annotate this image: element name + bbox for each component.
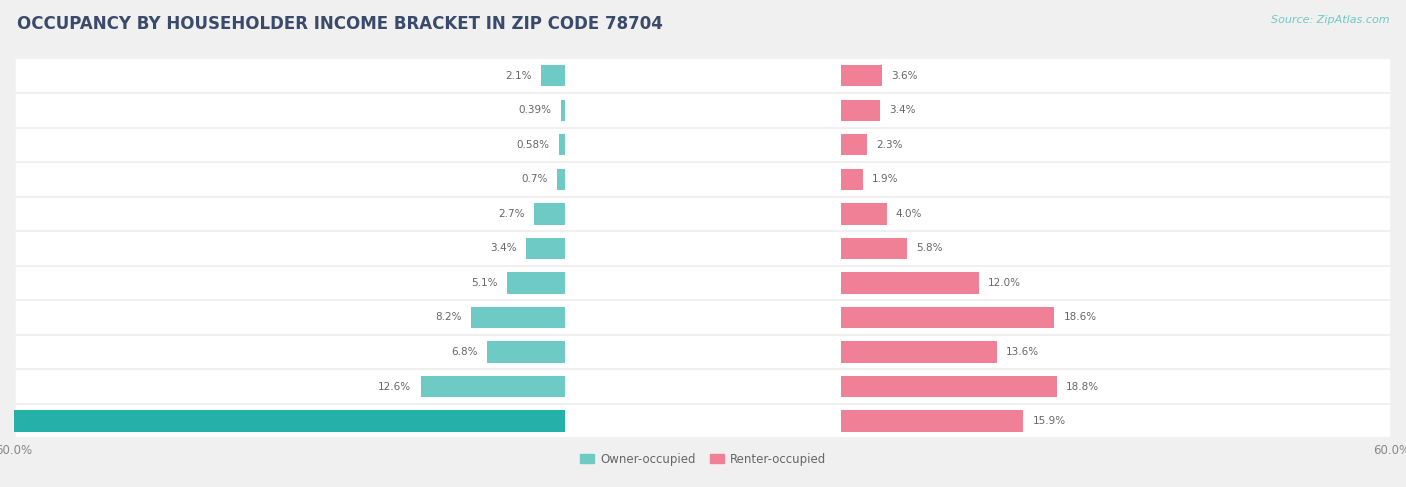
- Bar: [541, 65, 565, 86]
- Bar: [841, 65, 882, 86]
- Text: $15,000 to $19,999: $15,000 to $19,999: [661, 172, 745, 187]
- Text: 0.39%: 0.39%: [519, 105, 551, 115]
- Bar: [506, 272, 565, 294]
- Text: $20,000 to $24,999: $20,000 to $24,999: [661, 207, 745, 221]
- Bar: [558, 134, 565, 155]
- Text: OCCUPANCY BY HOUSEHOLDER INCOME BRACKET IN ZIP CODE 78704: OCCUPANCY BY HOUSEHOLDER INCOME BRACKET …: [17, 15, 662, 33]
- Text: $75,000 to $99,999: $75,000 to $99,999: [661, 345, 745, 359]
- Text: $150,000 or more: $150,000 or more: [654, 416, 752, 426]
- FancyBboxPatch shape: [15, 399, 1391, 443]
- Text: 18.8%: 18.8%: [1066, 381, 1099, 392]
- Text: 4.0%: 4.0%: [896, 209, 922, 219]
- FancyBboxPatch shape: [15, 89, 1391, 132]
- Text: 0.7%: 0.7%: [522, 174, 548, 184]
- Text: $10,000 to $14,999: $10,000 to $14,999: [661, 138, 745, 152]
- Text: 5.1%: 5.1%: [471, 278, 498, 288]
- Text: 6.8%: 6.8%: [451, 347, 478, 357]
- Text: $100,000 to $149,999: $100,000 to $149,999: [654, 379, 752, 393]
- Text: 2.3%: 2.3%: [876, 140, 903, 150]
- FancyBboxPatch shape: [15, 123, 1391, 167]
- Bar: [841, 99, 880, 121]
- Text: 8.2%: 8.2%: [436, 313, 461, 322]
- FancyBboxPatch shape: [15, 261, 1391, 305]
- Text: Less than $5,000: Less than $5,000: [657, 71, 749, 81]
- Text: 2.7%: 2.7%: [499, 209, 524, 219]
- FancyBboxPatch shape: [15, 330, 1391, 374]
- Text: 3.6%: 3.6%: [891, 71, 918, 81]
- Legend: Owner-occupied, Renter-occupied: Owner-occupied, Renter-occupied: [575, 448, 831, 470]
- FancyBboxPatch shape: [15, 365, 1391, 408]
- Text: 3.4%: 3.4%: [491, 244, 517, 253]
- Bar: [526, 238, 565, 259]
- Text: 2.1%: 2.1%: [505, 71, 531, 81]
- Bar: [841, 341, 997, 363]
- FancyBboxPatch shape: [15, 54, 1391, 97]
- Bar: [557, 169, 565, 190]
- Bar: [561, 99, 565, 121]
- Bar: [841, 203, 887, 225]
- Text: 0.58%: 0.58%: [516, 140, 550, 150]
- Text: 1.9%: 1.9%: [872, 174, 898, 184]
- FancyBboxPatch shape: [15, 296, 1391, 339]
- Text: $25,000 to $34,999: $25,000 to $34,999: [661, 242, 745, 255]
- Text: Source: ZipAtlas.com: Source: ZipAtlas.com: [1271, 15, 1389, 25]
- Bar: [534, 203, 565, 225]
- Text: $5,000 to $9,999: $5,000 to $9,999: [666, 103, 740, 117]
- FancyBboxPatch shape: [15, 226, 1391, 270]
- Bar: [841, 238, 907, 259]
- Bar: [841, 376, 1057, 397]
- Bar: [841, 307, 1054, 328]
- Text: 3.4%: 3.4%: [889, 105, 915, 115]
- Bar: [486, 341, 565, 363]
- Bar: [0, 411, 565, 432]
- Bar: [841, 169, 863, 190]
- Bar: [841, 272, 979, 294]
- FancyBboxPatch shape: [15, 158, 1391, 201]
- Bar: [841, 134, 868, 155]
- Text: 5.8%: 5.8%: [917, 244, 943, 253]
- Text: $35,000 to $49,999: $35,000 to $49,999: [661, 276, 745, 290]
- Text: 15.9%: 15.9%: [1032, 416, 1066, 426]
- Text: 12.6%: 12.6%: [378, 381, 412, 392]
- Text: 13.6%: 13.6%: [1007, 347, 1039, 357]
- FancyBboxPatch shape: [15, 192, 1391, 236]
- Bar: [420, 376, 565, 397]
- Text: 18.6%: 18.6%: [1063, 313, 1097, 322]
- Bar: [841, 411, 1024, 432]
- Bar: [471, 307, 565, 328]
- Text: $50,000 to $74,999: $50,000 to $74,999: [661, 310, 745, 324]
- Text: 12.0%: 12.0%: [988, 278, 1021, 288]
